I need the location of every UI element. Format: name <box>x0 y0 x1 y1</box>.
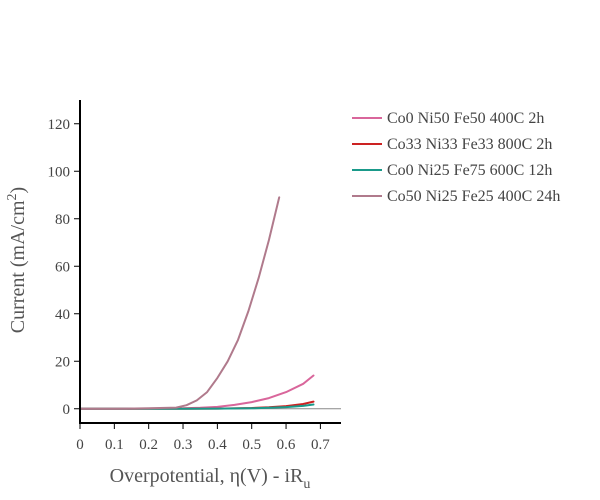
series-line-4 <box>79 196 281 410</box>
y-axis-title: Current (mA/cm2) <box>5 187 29 333</box>
x-tick-label: 0.6 <box>277 437 296 453</box>
y-tick-label: 20 <box>55 354 70 370</box>
x-tick-label: 0.3 <box>174 437 193 453</box>
x-ticks: 0 0.1 0.2 0.3 0.4 0.5 0.6 0.7 <box>76 423 330 453</box>
y-tick-label: 60 <box>55 259 70 275</box>
y-tick-label: 40 <box>55 307 70 323</box>
series-line-1 <box>79 374 315 410</box>
series-layer <box>79 196 315 410</box>
legend-label: Co0 Ni25 Fe75 600C 12h <box>387 162 552 179</box>
x-axis-title: Overpotential, η(V) - iRu <box>110 465 311 492</box>
x-tick-label: 0.1 <box>105 437 124 453</box>
legend-label: Co33 Ni33 Fe33 800C 2h <box>387 136 552 153</box>
legend-label: Co50 Ni25 Fe25 400C 24h <box>387 188 560 205</box>
x-tick-label: 0.2 <box>139 437 158 453</box>
y-tick-label: 80 <box>55 212 70 228</box>
legend-label: Co0 Ni50 Fe50 400C 2h <box>387 110 544 127</box>
x-tick-label: 0.4 <box>208 437 227 453</box>
x-tick-label: 0.7 <box>311 437 330 453</box>
x-tick-label: 0 <box>76 437 84 453</box>
legend: Co0 Ni50 Fe50 400C 2h Co33 Ni33 Fe33 800C… <box>352 110 560 205</box>
y-tick-label: 100 <box>48 164 71 180</box>
axes <box>79 100 341 424</box>
y-tick-label: 0 <box>63 402 71 418</box>
y-ticks: 0 20 40 60 80 100 120 <box>48 117 80 418</box>
y-tick-label: 120 <box>48 117 71 133</box>
x-tick-label: 0.5 <box>242 437 261 453</box>
